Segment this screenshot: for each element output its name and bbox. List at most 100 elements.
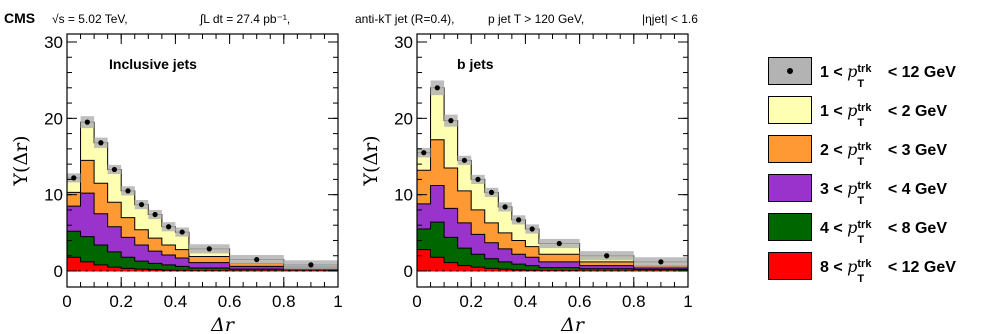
legend-label-prefix: 1 < [820,103,848,120]
legend-marker [787,68,793,74]
x-tick-label: 0.2 [459,292,483,311]
y-tick-label: 20 [394,109,413,128]
legend-label-suffix: < 2 GeV [883,103,947,120]
legend-label-suffix: < 4 GeV [883,181,947,198]
total-point [84,119,90,125]
y-tick-label: 0 [404,262,413,281]
y-tick-label: 0 [54,262,63,281]
pt-symbol: p [847,140,858,159]
pt-symbol: p [847,218,858,237]
legend-label-suffix: < 12 GeV [883,64,956,81]
legend-label-prefix: 8 < [820,259,848,276]
series-3-band [66,192,339,272]
total-point [448,118,454,124]
legend-entry: 1 < p trk T < 12 GeV [740,54,1001,91]
legend-entry: 4 < p trk T < 8 GeV [740,210,1001,246]
x-tick-label: 0.6 [568,292,592,311]
x-tick-label: 0 [62,292,71,311]
legend-label: 1 < p trk T < 12 GeV [820,62,956,91]
legend-label-suffix: < 3 GeV [883,142,947,159]
legend-label-suffix: < 12 GeV [883,259,956,276]
y-tick-label: 30 [394,33,413,52]
experiment-label: CMS [4,10,36,26]
legend-label: 8 < p trk T < 12 GeV [820,257,956,286]
x-tick-label: 0.6 [218,292,242,311]
y-tick-label: 10 [394,186,413,205]
legend-label: 3 < p trk T < 4 GeV [820,179,947,208]
x-axis-title: Δr [560,314,586,334]
pt-scripts: trk T [857,219,872,246]
total-point [516,217,522,223]
jet-pt-cut-label: p jet T > 120 GeV, [488,12,585,26]
y-axis-title: Y(Δr) [360,135,382,186]
luminosity-label: ∫L dt = 27.4 pb⁻¹, [200,12,291,26]
x-tick-label: 0.4 [164,292,188,311]
x-axis-title: Δr [210,314,236,334]
x-tick-label: 1 [683,292,692,311]
total-point [98,140,104,146]
total-point [166,224,172,230]
total-point [475,176,481,182]
total-point [502,204,508,210]
total-point [421,150,427,156]
total-point [308,262,314,268]
pt-scripts: trk T [857,180,872,207]
legend-label-prefix: 4 < [820,220,848,237]
legend-label-prefix: 1 < [820,64,848,81]
x-tick-label: 0.8 [272,292,296,311]
x-tick-label: 1 [333,292,342,311]
total-point [461,157,468,163]
legend-entry: 2 < p trk T < 3 GeV [740,132,1001,168]
total-point [179,229,185,235]
total-point [529,226,535,232]
pt-symbol: p [847,257,858,276]
series-2-band [66,230,339,272]
pt-scripts: trk T [857,102,872,129]
total-point [434,85,440,91]
x-tick-label: 0.4 [514,292,538,311]
total-point [604,253,610,259]
total-point [658,259,664,265]
pt-scripts: trk T [857,258,872,285]
jet-definition-label: anti-kT jet (R=0.4), [355,12,455,26]
panel-title: Inclusive jets [109,56,197,72]
series-2-band [416,221,689,272]
pt-scripts: trk T [857,141,872,168]
y-tick-label: 20 [44,109,63,128]
pt-symbol: p [847,101,858,120]
x-tick-label: 0.2 [109,292,133,311]
x-tick-label: 0 [412,292,421,311]
pt-symbol: p [847,179,858,198]
legend-entry: 3 < p trk T < 4 GeV [740,171,1001,208]
legend-label: 1 < p trk T < 2 GeV [820,101,947,130]
panel-title: b jets [457,56,494,72]
total-point [152,211,158,218]
total-point [254,256,260,263]
y-tick-label: 10 [44,186,63,205]
legend-swatch [768,213,812,241]
pt-scripts: trk T [857,63,872,90]
x-tick-label: 0.8 [622,292,646,311]
total-point [556,240,562,247]
total-point [206,246,212,252]
legend-label-prefix: 3 < [820,181,848,198]
pt-symbol: p [847,62,858,81]
y-axis-title: Y(Δr) [10,135,32,186]
b-jets-chart: 0 10 20 30 0 0.2 0.4 0.6 0.8 1 Δr Y(Δr) b jets [360,33,693,334]
jet-eta-cut-label: |ηjet| < 1.6 [642,12,698,26]
legend-label-suffix: < 8 GeV [883,220,947,237]
legend-swatch [768,252,812,280]
legend-swatch [768,96,812,124]
series-3-band [416,185,689,272]
total-point [125,188,131,194]
total-point [111,166,118,173]
legend-label-prefix: 2 < [820,142,848,159]
legend-swatch [768,57,812,85]
total-point [488,189,495,195]
inclusive-jets-chart: 0 10 20 30 0 0.2 0.4 0.6 0.8 1 Δr Y(Δr) Inclusive je… [10,33,343,334]
energy-label: √s = 5.02 TeV, [52,12,128,26]
legend-swatch [768,174,812,202]
legend: 1 < p trk T < 12 GeV 1 < p trk T < 2 GeV 2 < p… [740,54,1001,290]
y-tick-label: 30 [44,33,63,52]
total-point [138,201,145,208]
